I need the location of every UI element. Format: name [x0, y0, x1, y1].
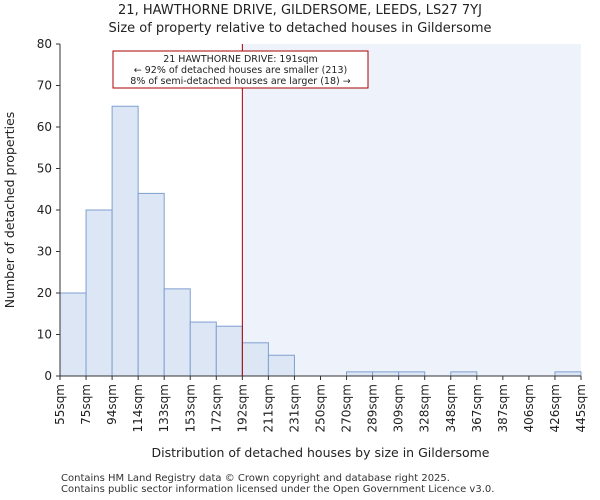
y-tick-label: 80: [37, 37, 52, 51]
histogram-bar: [163, 288, 191, 377]
x-axis-title: Distribution of detached houses by size …: [152, 445, 490, 460]
x-tick-label: 270sqm: [340, 384, 354, 432]
x-tick-label: 133sqm: [157, 384, 171, 432]
y-tick-label: 60: [37, 120, 52, 134]
annotation-line: ← 92% of detached houses are smaller (21…: [134, 65, 347, 76]
footer-licence: Contains public sector information licen…: [61, 484, 495, 495]
x-tick-label: 231sqm: [287, 384, 301, 432]
histogram-bar: [398, 371, 426, 377]
x-tick-label: 445sqm: [574, 384, 588, 432]
x-tick-label: 328sqm: [418, 384, 432, 432]
chart-subtitle: Size of property relative to detached ho…: [108, 21, 492, 36]
footer-copyright: Contains HM Land Registry data © Crown c…: [61, 473, 450, 484]
histogram-bar: [372, 371, 400, 377]
annotation-line: 21 HAWTHORNE DRIVE: 191sqm: [163, 54, 318, 65]
histogram-bar: [85, 209, 113, 377]
y-axis-title: Number of detached properties: [2, 112, 17, 309]
x-tick-label: 309sqm: [392, 384, 406, 432]
y-tick-label: 10: [37, 328, 52, 342]
x-tick-label: 55sqm: [53, 384, 67, 425]
x-tick-label: 114sqm: [131, 384, 145, 432]
histogram-bar: [215, 325, 243, 377]
y-tick-label: 70: [37, 79, 52, 93]
histogram-bar: [137, 192, 165, 377]
histogram-bar: [450, 371, 478, 377]
x-tick-label: 426sqm: [548, 384, 562, 432]
x-tick-label: 367sqm: [470, 384, 484, 432]
histogram-bar: [267, 354, 295, 377]
x-tick-label: 250sqm: [314, 384, 328, 432]
y-tick-label: 0: [44, 369, 52, 383]
highlight-region: [242, 44, 581, 376]
x-tick-label: 348sqm: [444, 384, 458, 432]
y-tick-label: 30: [37, 245, 52, 259]
chart-title: 21, HAWTHORNE DRIVE, GILDERSOME, LEEDS, …: [118, 3, 482, 18]
x-tick-label: 153sqm: [183, 384, 197, 432]
annotation-line: 8% of semi-detached houses are larger (1…: [130, 76, 350, 87]
y-tick-label: 50: [37, 162, 52, 176]
x-tick-label: 94sqm: [105, 384, 119, 425]
x-tick-label: 289sqm: [366, 384, 380, 432]
y-tick-label: 40: [37, 203, 52, 217]
y-tick-label: 20: [37, 286, 52, 300]
histogram-bar: [111, 105, 139, 377]
histogram-bar: [59, 292, 87, 377]
x-tick-label: 406sqm: [522, 384, 536, 432]
histogram-bar: [554, 371, 582, 377]
histogram-bar: [189, 321, 217, 377]
x-tick-label: 387sqm: [496, 384, 510, 432]
histogram-bar: [346, 371, 374, 377]
x-tick-label: 211sqm: [261, 384, 275, 432]
x-tick-label: 172sqm: [209, 384, 223, 432]
annotation-box: [112, 50, 369, 89]
x-tick-label: 75sqm: [79, 384, 93, 425]
histogram-bar: [241, 342, 269, 377]
x-tick-label: 192sqm: [235, 384, 249, 432]
